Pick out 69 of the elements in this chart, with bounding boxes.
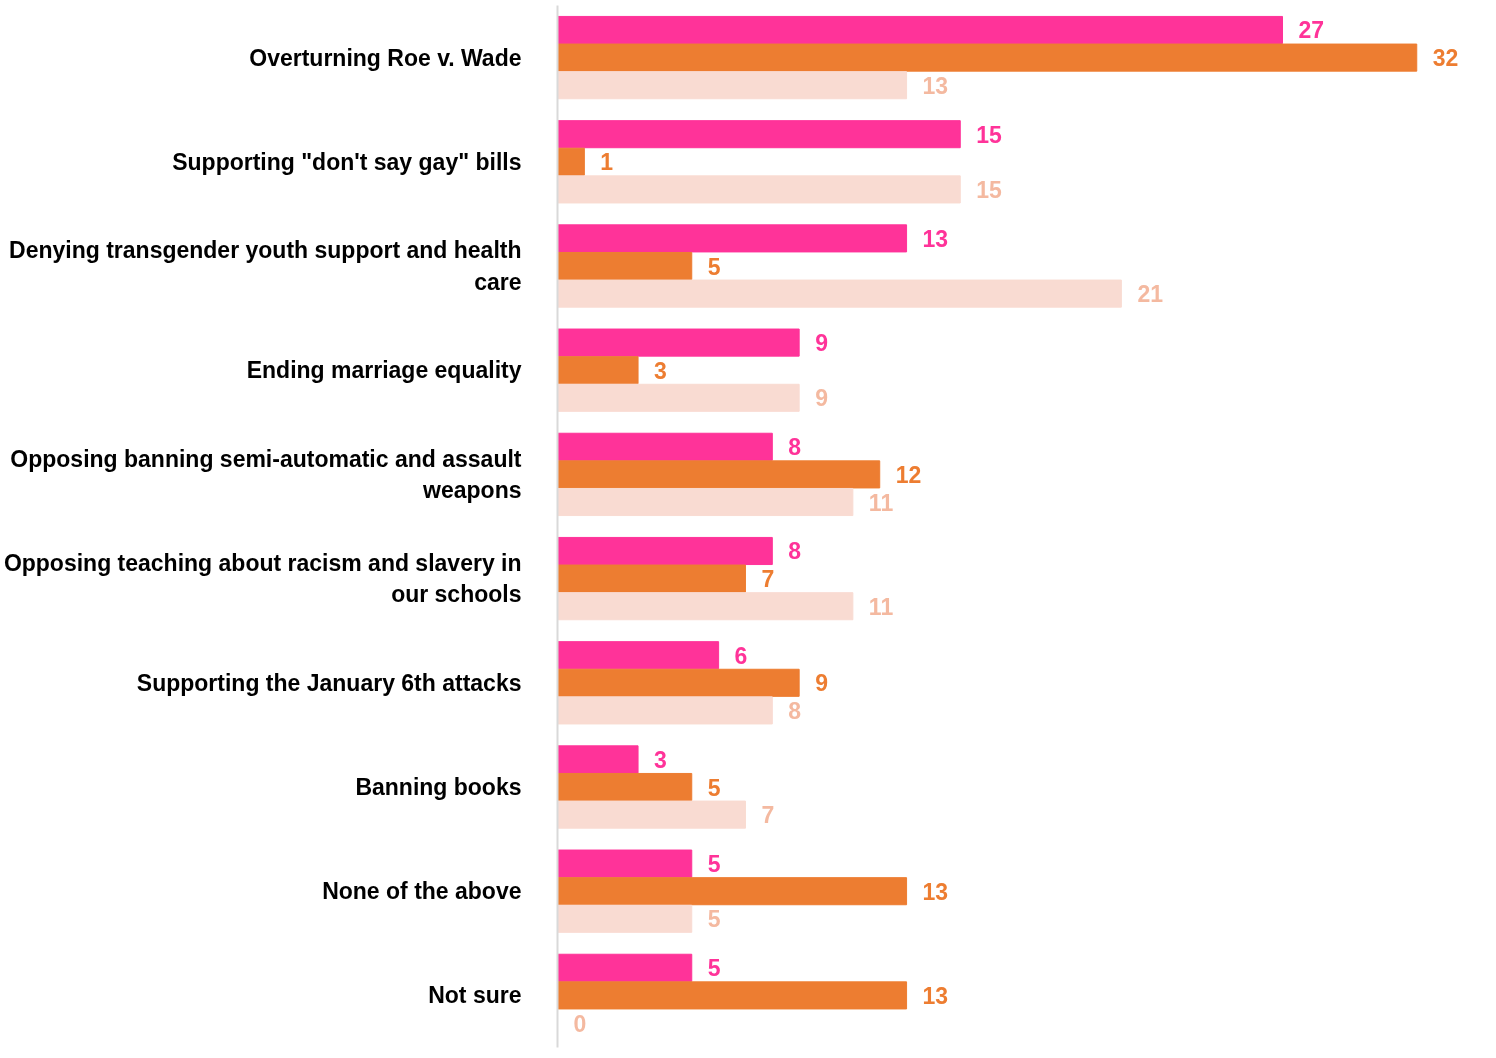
data-label: 7 [761, 566, 775, 593]
data-label: 3 [654, 746, 667, 773]
bar [557, 772, 693, 802]
data-label: 11 [868, 593, 894, 620]
y-tick-label: Not sure [428, 982, 522, 1009]
data-label: 12 [895, 461, 922, 488]
y-tick-label: Denying transgender youth support and health care [9, 237, 522, 295]
data-label: 5 [707, 253, 721, 280]
bar [557, 71, 908, 100]
bar [557, 487, 854, 517]
data-label: 15 [976, 121, 1003, 148]
data-label: 13 [922, 982, 949, 1009]
bar [557, 849, 693, 878]
bar [557, 745, 639, 774]
data-label: 9 [815, 385, 828, 412]
data-label: 8 [788, 697, 802, 724]
bar [557, 251, 693, 281]
bar [557, 641, 720, 670]
bar [557, 147, 585, 176]
bar [557, 981, 908, 1010]
bar [557, 383, 800, 412]
data-label: 7 [761, 802, 775, 829]
data-label: 32 [1432, 45, 1459, 72]
y-tick-label: Banning books [355, 774, 522, 800]
data-label: 6 [734, 642, 748, 669]
bar [557, 279, 1122, 308]
data-label: 5 [707, 955, 721, 982]
bar [557, 356, 639, 385]
bar [557, 175, 961, 204]
data-label: 9 [815, 330, 828, 357]
bar [557, 432, 773, 461]
bar [557, 43, 1418, 72]
data-label: 27 [1298, 17, 1325, 44]
bar [557, 15, 1283, 45]
y-tick-label: Supporting "don't say gay" bills [172, 148, 522, 175]
bar [557, 904, 693, 933]
data-label: 8 [788, 538, 802, 565]
y-tick-label: Overturning Roe v. Wade [249, 44, 522, 71]
data-label: 9 [815, 670, 828, 697]
data-label: 11 [868, 489, 894, 516]
bar [557, 668, 800, 697]
y-tick-label: Ending marriage equality [246, 357, 522, 384]
bar [557, 460, 881, 489]
bar [557, 696, 773, 725]
data-label: 8 [788, 434, 802, 461]
data-label: 13 [922, 72, 949, 99]
data-label: 5 [707, 851, 721, 878]
data-label: 5 [707, 774, 721, 801]
y-tick-label: Opposing teaching about racism and slavery in our schools [3, 550, 522, 608]
data-label: 1 [600, 149, 614, 176]
data-label: 3 [654, 357, 667, 384]
data-label: 5 [707, 906, 721, 933]
y-tick-label: Opposing banning semi-automatic and assault weapons [10, 445, 522, 503]
bar [557, 592, 854, 621]
data-label: 0 [573, 1010, 587, 1037]
bar [557, 800, 746, 829]
bar [557, 536, 773, 566]
y-tick-label: None of the above [322, 878, 522, 905]
data-label: 13 [922, 878, 949, 905]
bar [557, 120, 961, 149]
bar [557, 224, 908, 253]
data-label: 13 [922, 225, 949, 252]
data-label: 21 [1137, 281, 1164, 308]
bar [557, 328, 800, 357]
bar [557, 953, 693, 982]
data-label: 15 [976, 176, 1003, 203]
bar [557, 564, 746, 593]
y-tick-label: Supporting the January 6th attacks [136, 669, 522, 696]
bar [557, 877, 908, 906]
